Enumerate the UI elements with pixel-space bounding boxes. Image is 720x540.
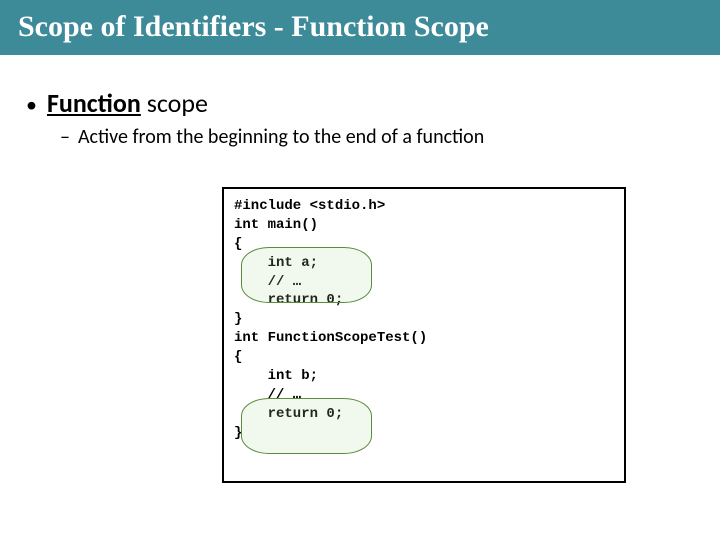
bullet-main-rest: scope: [141, 87, 208, 119]
code-line-1: #include <stdio.h>: [234, 197, 614, 216]
page-title: Scope of Identifiers - Function Scope: [18, 10, 489, 43]
bullet-dash: –: [60, 125, 70, 149]
bullet-main-text: Function scope: [47, 87, 208, 119]
bullet-sub: – Active from the beginning to the end o…: [60, 125, 720, 149]
highlight-oval-main: [241, 247, 372, 303]
bullet-dot: •: [26, 94, 37, 116]
code-line-3: int main(): [234, 216, 614, 235]
highlight-oval-test: [241, 398, 372, 454]
code-line-10: int FunctionScopeTest(): [234, 329, 614, 348]
bullet-main-bold: Function: [47, 87, 141, 119]
title-bar: Scope of Identifiers - Function Scope: [0, 0, 720, 55]
bullet-main: • Function scope: [26, 87, 720, 119]
bullet-sub-text: Active from the beginning to the end of …: [78, 125, 484, 149]
code-line-8: }: [234, 310, 614, 329]
code-line-12: int b;: [234, 367, 614, 386]
code-line-11: {: [234, 348, 614, 367]
